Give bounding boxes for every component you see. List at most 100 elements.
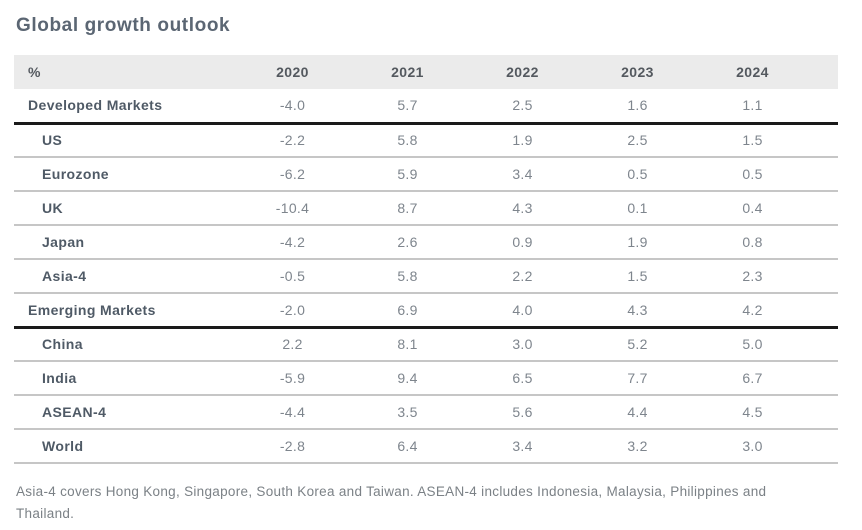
value-cell: -0.5 [235, 259, 350, 294]
col-header-unit: % [28, 64, 41, 80]
value-cell: 2.2 [235, 327, 350, 362]
header-row: % 2020 2021 2022 2023 2024 [14, 55, 838, 89]
table-row: Developed Markets -4.0 5.7 2.5 1.6 1.1 [14, 89, 838, 125]
value-cell: 1.6 [580, 89, 695, 125]
value-cell: 0.8 [695, 225, 810, 260]
table-row: UK -10.4 8.7 4.3 0.1 0.4 [14, 191, 838, 226]
row-label: India [14, 361, 235, 396]
row-spacer [810, 191, 838, 226]
value-cell: -2.2 [235, 123, 350, 158]
table-row: India -5.9 9.4 6.5 7.7 6.7 [14, 361, 838, 396]
value-cell: 2.3 [695, 259, 810, 294]
col-header-year: 2020 [276, 64, 309, 80]
value-cell: -2.8 [235, 429, 350, 464]
col-header-year: 2024 [736, 64, 769, 80]
row-label: Eurozone [14, 157, 235, 192]
value-cell: 9.4 [350, 361, 465, 396]
header-spacer [810, 55, 838, 89]
value-cell: 1.5 [580, 259, 695, 294]
row-spacer [810, 123, 838, 158]
row-label: Japan [14, 225, 235, 260]
value-cell: 1.5 [695, 123, 810, 158]
value-cell: 4.0 [465, 293, 580, 329]
value-cell: 0.4 [695, 191, 810, 226]
value-cell: 6.9 [350, 293, 465, 329]
value-cell: -4.0 [235, 89, 350, 125]
value-cell: 3.4 [465, 429, 580, 464]
value-cell: -6.2 [235, 157, 350, 192]
value-cell: 2.2 [465, 259, 580, 294]
value-cell: 2.5 [465, 89, 580, 125]
value-cell: 1.1 [695, 89, 810, 125]
table-row: World -2.8 6.4 3.4 3.2 3.0 [14, 429, 838, 464]
value-cell: -5.9 [235, 361, 350, 396]
value-cell: -2.0 [235, 293, 350, 329]
row-label: World [14, 429, 235, 464]
table-row: US -2.2 5.8 1.9 2.5 1.5 [14, 123, 838, 158]
table-row: Japan -4.2 2.6 0.9 1.9 0.8 [14, 225, 838, 260]
value-cell: 5.0 [695, 327, 810, 362]
row-spacer [810, 157, 838, 192]
value-cell: 4.2 [695, 293, 810, 329]
table-body: Developed Markets -4.0 5.7 2.5 1.6 1.1 US -2.2 5… [14, 89, 838, 464]
row-spacer [810, 361, 838, 396]
value-cell: 0.1 [580, 191, 695, 226]
value-cell: 4.4 [580, 395, 695, 430]
value-cell: -4.2 [235, 225, 350, 260]
table-row: ASEAN-4 -4.4 3.5 5.6 4.4 4.5 [14, 395, 838, 430]
table-row: China 2.2 8.1 3.0 5.2 5.0 [14, 327, 838, 362]
value-cell: 4.3 [465, 191, 580, 226]
value-cell: 2.5 [580, 123, 695, 158]
page-title: Global growth outlook [16, 15, 231, 36]
row-label: UK [14, 191, 235, 226]
value-cell: 5.9 [350, 157, 465, 192]
value-cell: 3.4 [465, 157, 580, 192]
footnote: Asia-4 covers Hong Kong, Singapore, Sout… [16, 484, 767, 521]
value-cell: -10.4 [235, 191, 350, 226]
value-cell: 6.4 [350, 429, 465, 464]
value-cell: 8.1 [350, 327, 465, 362]
value-cell: 6.7 [695, 361, 810, 396]
table-row: Eurozone -6.2 5.9 3.4 0.5 0.5 [14, 157, 838, 192]
value-cell: 5.7 [350, 89, 465, 125]
row-label: Emerging Markets [14, 293, 235, 329]
growth-outlook-table: % 2020 2021 2022 2023 2024 Developed Markets -… [14, 55, 838, 464]
row-spacer [810, 225, 838, 260]
table-row: Emerging Markets -2.0 6.9 4.0 4.3 4.2 [14, 293, 838, 329]
value-cell: 3.0 [695, 429, 810, 464]
value-cell: 0.5 [580, 157, 695, 192]
value-cell: 5.8 [350, 259, 465, 294]
value-cell: 7.7 [580, 361, 695, 396]
table-row: Asia-4 -0.5 5.8 2.2 1.5 2.3 [14, 259, 838, 294]
row-label: ASEAN-4 [14, 395, 235, 430]
value-cell: 0.5 [695, 157, 810, 192]
value-cell: 3.0 [465, 327, 580, 362]
row-spacer [810, 395, 838, 430]
row-spacer [810, 259, 838, 294]
value-cell: -4.4 [235, 395, 350, 430]
value-cell: 5.2 [580, 327, 695, 362]
row-label: Asia-4 [14, 259, 235, 294]
col-header-year: 2022 [506, 64, 539, 80]
row-spacer [810, 293, 838, 329]
value-cell: 5.8 [350, 123, 465, 158]
value-cell: 6.5 [465, 361, 580, 396]
value-cell: 3.5 [350, 395, 465, 430]
row-label: US [14, 123, 235, 158]
row-label: China [14, 327, 235, 362]
value-cell: 2.6 [350, 225, 465, 260]
col-header-year: 2023 [621, 64, 654, 80]
value-cell: 8.7 [350, 191, 465, 226]
value-cell: 4.5 [695, 395, 810, 430]
row-label: Developed Markets [14, 89, 235, 125]
value-cell: 4.3 [580, 293, 695, 329]
row-spacer [810, 327, 838, 362]
row-spacer [810, 89, 838, 125]
value-cell: 0.9 [465, 225, 580, 260]
row-spacer [810, 429, 838, 464]
value-cell: 1.9 [580, 225, 695, 260]
value-cell: 3.2 [580, 429, 695, 464]
value-cell: 5.6 [465, 395, 580, 430]
col-header-year: 2021 [391, 64, 424, 80]
